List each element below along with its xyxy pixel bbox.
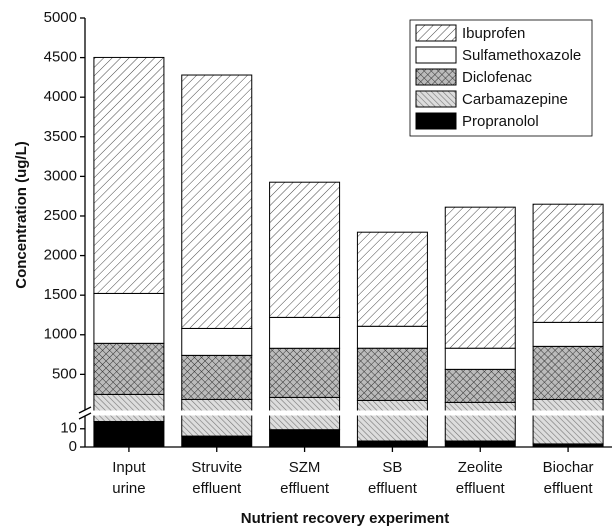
x-tick-label: Biochar	[543, 459, 594, 476]
bar-segment	[93, 420, 165, 448]
bar-segment	[93, 56, 165, 294]
bar-segment	[93, 292, 165, 344]
bar-segment	[444, 401, 516, 442]
bar-segment	[532, 398, 604, 445]
legend-label: Sulfamethoxazole	[462, 47, 581, 64]
x-tick-label: Struvite	[191, 459, 242, 476]
legend-label: Propranolol	[462, 113, 539, 130]
y-tick-label: 500	[52, 365, 77, 382]
legend-swatch	[415, 68, 457, 86]
bar-segment	[444, 440, 516, 448]
y-tick-label: 1500	[44, 286, 77, 303]
bar-segment	[181, 327, 253, 356]
bar-segment	[356, 347, 428, 401]
legend-swatch	[415, 46, 457, 64]
bar-segment	[532, 345, 604, 400]
bar-segment	[356, 440, 428, 448]
bar-segment	[269, 181, 341, 318]
y-tick-label: 2000	[44, 247, 77, 264]
x-tick-label: effluent	[456, 480, 506, 497]
x-tick-label: Zeolite	[458, 459, 503, 476]
x-tick-label: urine	[112, 480, 145, 497]
bar-segment	[181, 435, 253, 448]
y-tick-label: 4500	[44, 49, 77, 66]
bar-segment	[444, 206, 516, 349]
axis-break	[77, 410, 612, 416]
y-axis-title: Concentration (ug/L)	[13, 141, 30, 288]
bar-segment	[181, 398, 253, 437]
bar-segment	[93, 393, 165, 422]
bar-segment	[444, 347, 516, 370]
break-mark	[78, 412, 92, 420]
bar-segment	[269, 316, 341, 349]
bar-segment	[532, 203, 604, 323]
y-tick-label: 0	[69, 438, 77, 455]
x-tick-label: effluent	[280, 480, 330, 497]
y-tick-label: 4000	[44, 88, 77, 105]
x-tick-label: Input	[112, 459, 146, 476]
legend-label: Carbamazepine	[462, 91, 568, 108]
legend-swatch	[415, 90, 457, 108]
legend-swatch	[415, 112, 457, 130]
legend-swatch	[415, 24, 457, 42]
x-tick-label: effluent	[192, 480, 242, 497]
y-tick-label: 1000	[44, 326, 77, 343]
bar-segment	[181, 74, 253, 329]
bar-segment	[356, 399, 428, 442]
x-tick-label: effluent	[368, 480, 418, 497]
break-mark	[78, 406, 92, 414]
x-tick-label: effluent	[544, 480, 594, 497]
bar-segment	[269, 429, 341, 448]
y-tick-label: 5000	[44, 9, 77, 26]
x-tick-label: SB	[382, 459, 402, 476]
y-tick-label: 3000	[44, 167, 77, 184]
bar-segment	[444, 368, 516, 403]
legend-label: Ibuprofen	[462, 25, 525, 42]
y-tick-label: 3500	[44, 128, 77, 145]
legend-label: Diclofenac	[462, 69, 533, 86]
x-axis-title: Nutrient recovery experiment	[241, 510, 449, 527]
bar-segment	[269, 347, 341, 398]
y-tick-label: 2500	[44, 207, 77, 224]
bar-segment	[181, 354, 253, 400]
bar-segment	[532, 321, 604, 347]
bar-segment	[356, 231, 428, 327]
bar-segment	[93, 342, 165, 395]
bar-segment	[356, 325, 428, 349]
y-tick-label: 10	[60, 420, 77, 437]
x-tick-label: SZM	[289, 459, 321, 476]
